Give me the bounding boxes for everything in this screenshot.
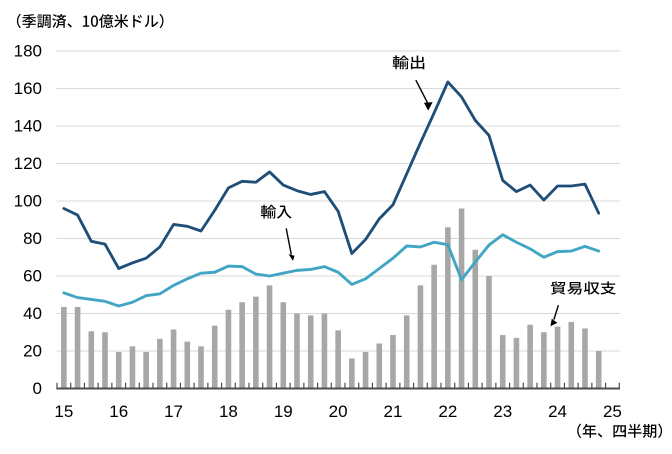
svg-text:0: 0 <box>33 379 42 398</box>
svg-text:18: 18 <box>219 402 238 421</box>
svg-text:20: 20 <box>23 342 42 361</box>
svg-text:24: 24 <box>548 402 567 421</box>
svg-text:160: 160 <box>14 79 42 98</box>
svg-text:25: 25 <box>603 402 622 421</box>
svg-text:15: 15 <box>54 402 73 421</box>
svg-text:21: 21 <box>384 402 403 421</box>
svg-text:120: 120 <box>14 154 42 173</box>
svg-text:80: 80 <box>23 229 42 248</box>
svg-text:100: 100 <box>14 192 42 211</box>
svg-text:180: 180 <box>14 42 42 61</box>
svg-text:60: 60 <box>23 267 42 286</box>
svg-text:16: 16 <box>109 402 128 421</box>
svg-text:22: 22 <box>438 402 457 421</box>
svg-text:17: 17 <box>164 402 183 421</box>
svg-text:19: 19 <box>274 402 293 421</box>
svg-text:23: 23 <box>493 402 512 421</box>
svg-text:20: 20 <box>329 402 348 421</box>
svg-text:140: 140 <box>14 117 42 136</box>
svg-text:40: 40 <box>23 304 42 323</box>
